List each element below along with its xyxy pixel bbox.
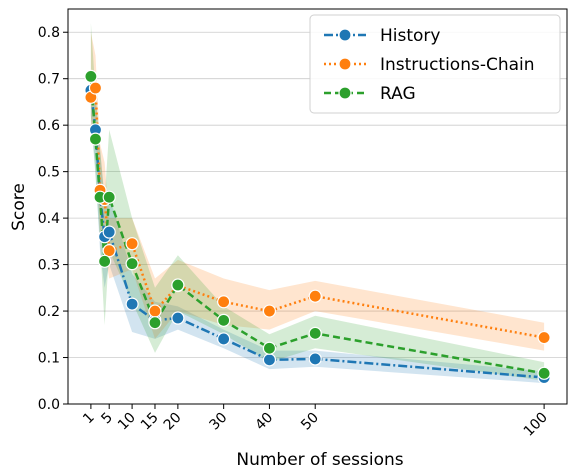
legend-label: History [380,26,440,46]
data-point [125,297,139,311]
x-axis-title: Number of sessions [236,450,403,470]
legend-box [309,14,561,114]
x-tick-label: 15 [138,410,162,434]
x-tick-label: 100 [521,410,551,440]
data-point [262,341,277,355]
y-axis-title: Score [9,183,29,231]
data-point [148,304,162,318]
data-point [88,132,103,146]
data-point [308,352,322,366]
legend-marker [338,57,352,71]
data-point [171,278,185,292]
data-point [102,225,116,239]
data-point [125,257,139,271]
y-tick-label: 0.0 [38,397,60,413]
legend-marker [338,86,352,100]
legend-marker [338,28,352,42]
y-tick-label: 0.4 [38,211,60,227]
data-point [308,289,322,303]
y-tick-label: 0.7 [38,72,60,88]
series-line [89,87,545,339]
data-point [98,254,112,268]
x-tick-label: 1 [80,410,98,428]
confidence-band [90,22,545,381]
x-tick-label: 40 [252,410,276,434]
data-point [262,304,277,318]
series-line [89,90,545,379]
confidence-band [90,32,545,351]
y-tick-label: 0.3 [38,258,60,274]
data-point [262,353,277,367]
data-point [308,326,322,340]
y-tick-label: 0.2 [38,304,60,320]
confidence-bands [90,22,545,384]
data-point [217,313,231,327]
data-point [125,237,139,251]
axes [63,8,568,409]
x-tick-label: 5 [98,410,116,428]
series-points [84,69,551,385]
y-tick-label: 0.8 [38,25,60,41]
x-tick-label: 20 [161,410,185,434]
data-point [537,330,551,345]
data-point [84,69,98,83]
data-point [217,332,231,346]
y-tick-label: 0.1 [38,351,60,367]
legend-label: RAG [380,84,416,104]
legend-label: Instructions-Chain [380,55,535,75]
x-tick-label: 10 [115,410,139,434]
legend: History Instructions-Chain RAG [309,14,561,114]
data-point [102,190,116,204]
data-point [88,81,103,95]
x-tick-label: 50 [298,410,322,434]
data-point [217,295,231,309]
y-tick-label: 0.5 [38,165,60,181]
data-point [148,316,162,330]
data-point [537,366,551,380]
plot-frame [67,8,568,405]
x-tick-label: 30 [207,410,231,434]
y-tick-label: 0.6 [38,118,60,134]
data-point [171,311,185,325]
